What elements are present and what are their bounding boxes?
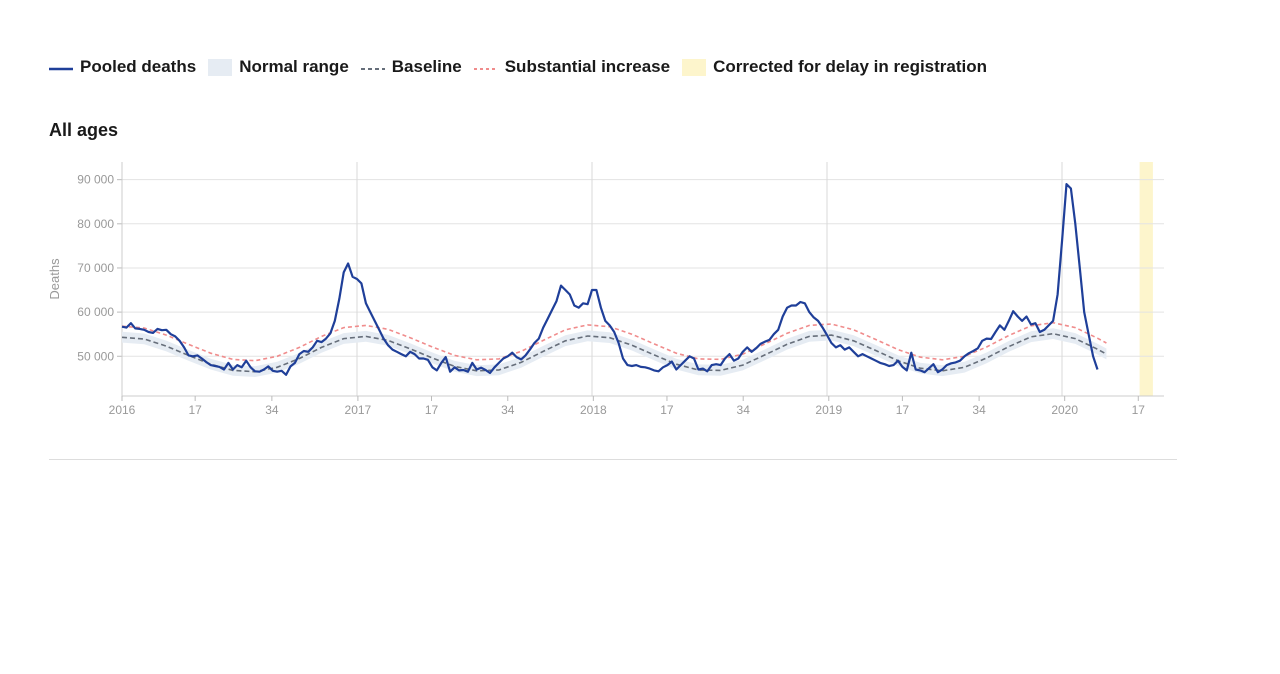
baseline-line bbox=[121, 332, 1107, 373]
y-tick-label: 70 000 bbox=[77, 261, 114, 275]
legend-label: Pooled deaths bbox=[80, 57, 197, 76]
legend-item-corrected[interactable]: Corrected for delay in registration bbox=[682, 57, 987, 77]
y-tick-label: 60 000 bbox=[77, 305, 114, 319]
pooled-deaths-line bbox=[121, 183, 1099, 376]
x-tick-label: 17 bbox=[425, 403, 439, 417]
y-axis-label: Deaths bbox=[47, 258, 62, 300]
range-swatch-icon bbox=[208, 58, 233, 76]
legend-item-substantial-increase[interactable]: Substantial increase bbox=[473, 57, 671, 77]
x-tick-label: 34 bbox=[737, 403, 751, 417]
x-tick-label: 17 bbox=[896, 403, 910, 417]
normal-range-band bbox=[122, 328, 1107, 377]
x-tick-label: 34 bbox=[972, 403, 986, 417]
x-tick-label: 2018 bbox=[580, 403, 607, 417]
legend-item-pooled-deaths[interactable]: Pooled deaths bbox=[49, 57, 196, 77]
legend-item-normal-range[interactable]: Normal range bbox=[208, 57, 349, 77]
x-tick-label: 2020 bbox=[1051, 403, 1078, 417]
y-tick-label: 90 000 bbox=[77, 173, 114, 187]
y-tick-label: 80 000 bbox=[77, 217, 114, 231]
x-tick-label: 2016 bbox=[109, 403, 136, 417]
corrected-band bbox=[1139, 162, 1153, 396]
divider bbox=[49, 459, 1177, 460]
x-tick-label: 2019 bbox=[815, 403, 842, 417]
legend-label: Corrected for delay in registration bbox=[713, 57, 988, 76]
dotted-line-icon bbox=[473, 67, 498, 70]
deaths-line-chart: 50 000 60 000 70 000 80 000 90 000 2016 17 34 20… bbox=[47, 162, 1164, 417]
x-tick-label: 17 bbox=[660, 403, 674, 417]
legend-label: Baseline bbox=[391, 57, 462, 76]
y-tick-label: 50 000 bbox=[77, 349, 114, 363]
legend-label: Substantial increase bbox=[504, 57, 671, 76]
legend-label: Normal range bbox=[239, 57, 349, 76]
x-tick-label: 17 bbox=[1132, 403, 1146, 417]
substantial-increase-line bbox=[121, 321, 1107, 362]
solid-line-icon bbox=[49, 67, 73, 70]
x-tick-label: 34 bbox=[265, 403, 279, 417]
x-tick-label: 2017 bbox=[345, 403, 372, 417]
legend-item-baseline[interactable]: Baseline bbox=[360, 57, 462, 77]
corrected-swatch-icon bbox=[682, 58, 707, 76]
panel-title: All ages bbox=[49, 120, 119, 140]
x-tick-label: 17 bbox=[188, 403, 202, 417]
x-tick-label: 34 bbox=[501, 403, 515, 417]
dashed-line-icon bbox=[360, 67, 385, 70]
legend: Pooled deaths Normal range Baseline Subs… bbox=[49, 57, 999, 77]
